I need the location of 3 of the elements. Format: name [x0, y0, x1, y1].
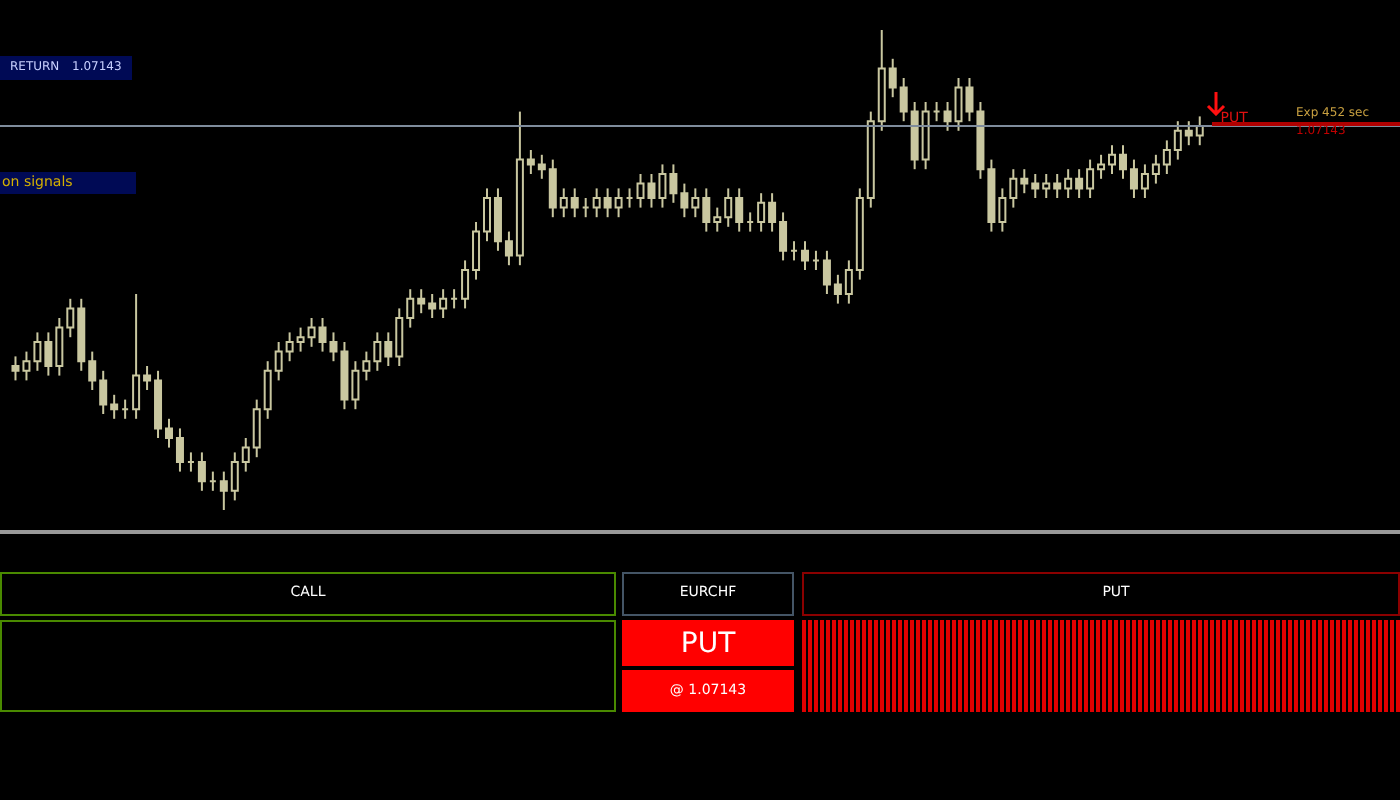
candlestick: [197, 451, 206, 492]
text: PUT: [680, 628, 736, 660]
candlestick: [800, 240, 809, 271]
